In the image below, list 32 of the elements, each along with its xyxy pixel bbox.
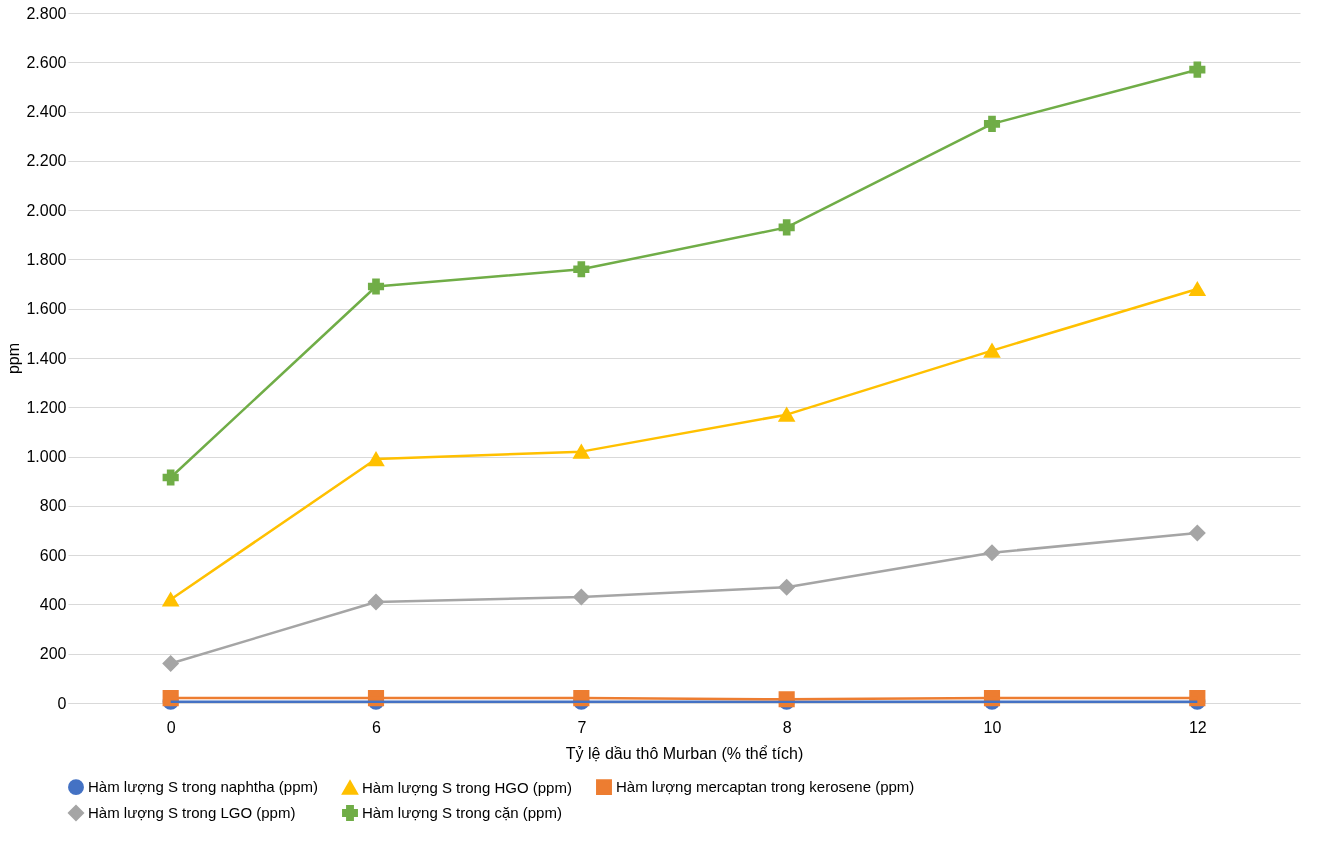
- y-tick-label: 800: [39, 497, 67, 515]
- x-tick-label: 6: [372, 718, 382, 736]
- x-tick-label: 0: [166, 718, 176, 736]
- y-tick-label: 2.400: [26, 103, 67, 121]
- y-tick-label: 1.400: [26, 349, 67, 367]
- y-tick-label: 600: [39, 546, 67, 564]
- y-tick-label: 2.200: [26, 152, 67, 170]
- x-tick-label: 7: [577, 718, 587, 736]
- y-tick-label: 2.600: [26, 53, 67, 71]
- y-axis-title: ppm: [5, 342, 23, 375]
- x-tick-label: 8: [782, 718, 792, 736]
- y-tick-label: 2.000: [26, 201, 67, 219]
- x-tick-label: 12: [1188, 718, 1207, 736]
- x-tick-label: 10: [983, 718, 1002, 736]
- y-tick-label: 1.600: [26, 300, 67, 318]
- y-tick-label: 1.000: [26, 448, 67, 466]
- legend-label: Hàm lượng S trong naphtha (ppm): [88, 778, 318, 796]
- y-tick-label: 200: [39, 645, 67, 663]
- point: [162, 592, 179, 607]
- legend-label: Hàm lượng S trong HGO (ppm): [362, 778, 572, 796]
- y-tick-label: 1.800: [26, 250, 67, 268]
- point: [1189, 281, 1206, 297]
- y-tick-label: 1.200: [26, 398, 67, 416]
- point: [162, 655, 179, 672]
- point: [162, 469, 179, 486]
- legend-label: Hàm lượng mercaptan trong kerosene (ppm): [616, 778, 915, 796]
- legend-label: Hàm lượng S trong LGO (ppm): [88, 804, 296, 821]
- y-tick-label: 400: [39, 595, 67, 613]
- legend-label: Hàm lượng S trong cặn (ppm): [362, 804, 562, 821]
- x-axis-title: Tỷ lệ dầu thô Murban (% thể tích): [565, 744, 804, 762]
- y-tick-label: 2.800: [26, 4, 67, 22]
- y-tick-label: 0: [57, 694, 67, 712]
